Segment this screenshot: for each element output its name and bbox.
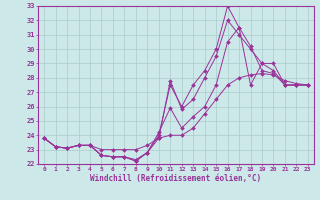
X-axis label: Windchill (Refroidissement éolien,°C): Windchill (Refroidissement éolien,°C) <box>91 174 261 183</box>
